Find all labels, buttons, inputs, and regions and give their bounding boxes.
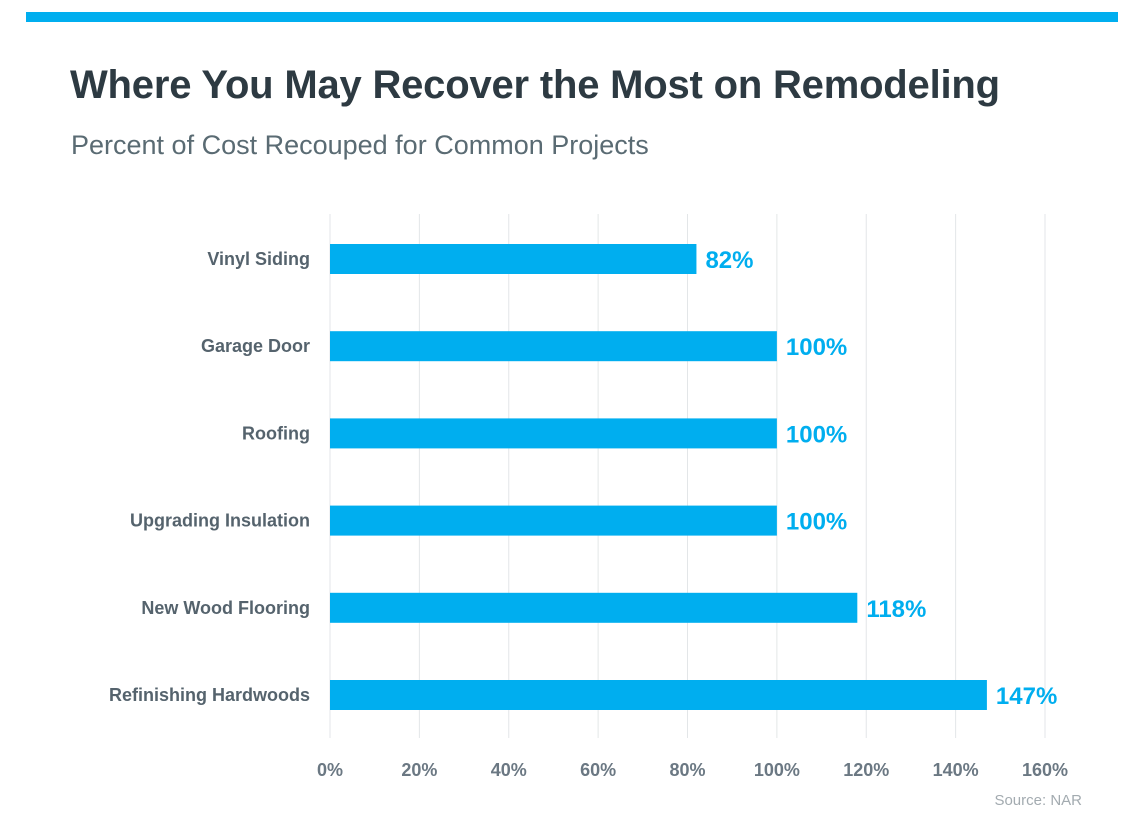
x-tick-label: 140% — [933, 760, 979, 780]
bar — [330, 418, 777, 449]
x-tick-label: 120% — [843, 760, 889, 780]
chart-title: Where You May Recover the Most on Remode… — [70, 63, 1000, 107]
category-label: Vinyl Siding — [207, 249, 310, 269]
category-label: Roofing — [242, 423, 310, 443]
category-label: New Wood Flooring — [141, 598, 310, 618]
value-label: 100% — [786, 509, 847, 536]
value-label: 82% — [705, 247, 753, 274]
top-accent-bar — [26, 12, 1118, 22]
value-label: 100% — [786, 334, 847, 361]
x-tick-label: 160% — [1022, 760, 1068, 780]
bar — [330, 680, 987, 710]
category-label: Garage Door — [201, 336, 310, 356]
bar — [330, 505, 777, 536]
source-note: Source: NAR — [994, 792, 1082, 809]
gridlines — [329, 214, 1046, 738]
value-label: 147% — [996, 683, 1057, 710]
bars — [330, 244, 987, 710]
category-label: Upgrading Insulation — [130, 511, 310, 531]
x-tick-label: 60% — [580, 760, 616, 780]
x-tick-label: 100% — [754, 760, 800, 780]
bar — [330, 244, 697, 274]
category-label: Refinishing Hardwoods — [109, 685, 310, 705]
category-labels: Vinyl Siding Garage Door Roofing Upgrading … — [109, 249, 310, 705]
chart-subtitle: Percent of Cost Recouped for Common Proj… — [71, 130, 649, 160]
bar — [330, 592, 858, 623]
x-tick-label: 80% — [669, 760, 705, 780]
x-tick-label: 0% — [317, 760, 343, 780]
x-tick-label: 20% — [401, 760, 437, 780]
bar — [330, 331, 777, 362]
value-label: 100% — [786, 421, 847, 448]
x-axis-ticks: 0% 20% 40% 60% 80% 100% 120% 140% 160% — [317, 760, 1068, 780]
value-label: 118% — [866, 596, 926, 623]
value-labels: 82% 100% 100% 100% 118% 147% — [705, 247, 1057, 710]
x-tick-label: 40% — [491, 760, 527, 780]
